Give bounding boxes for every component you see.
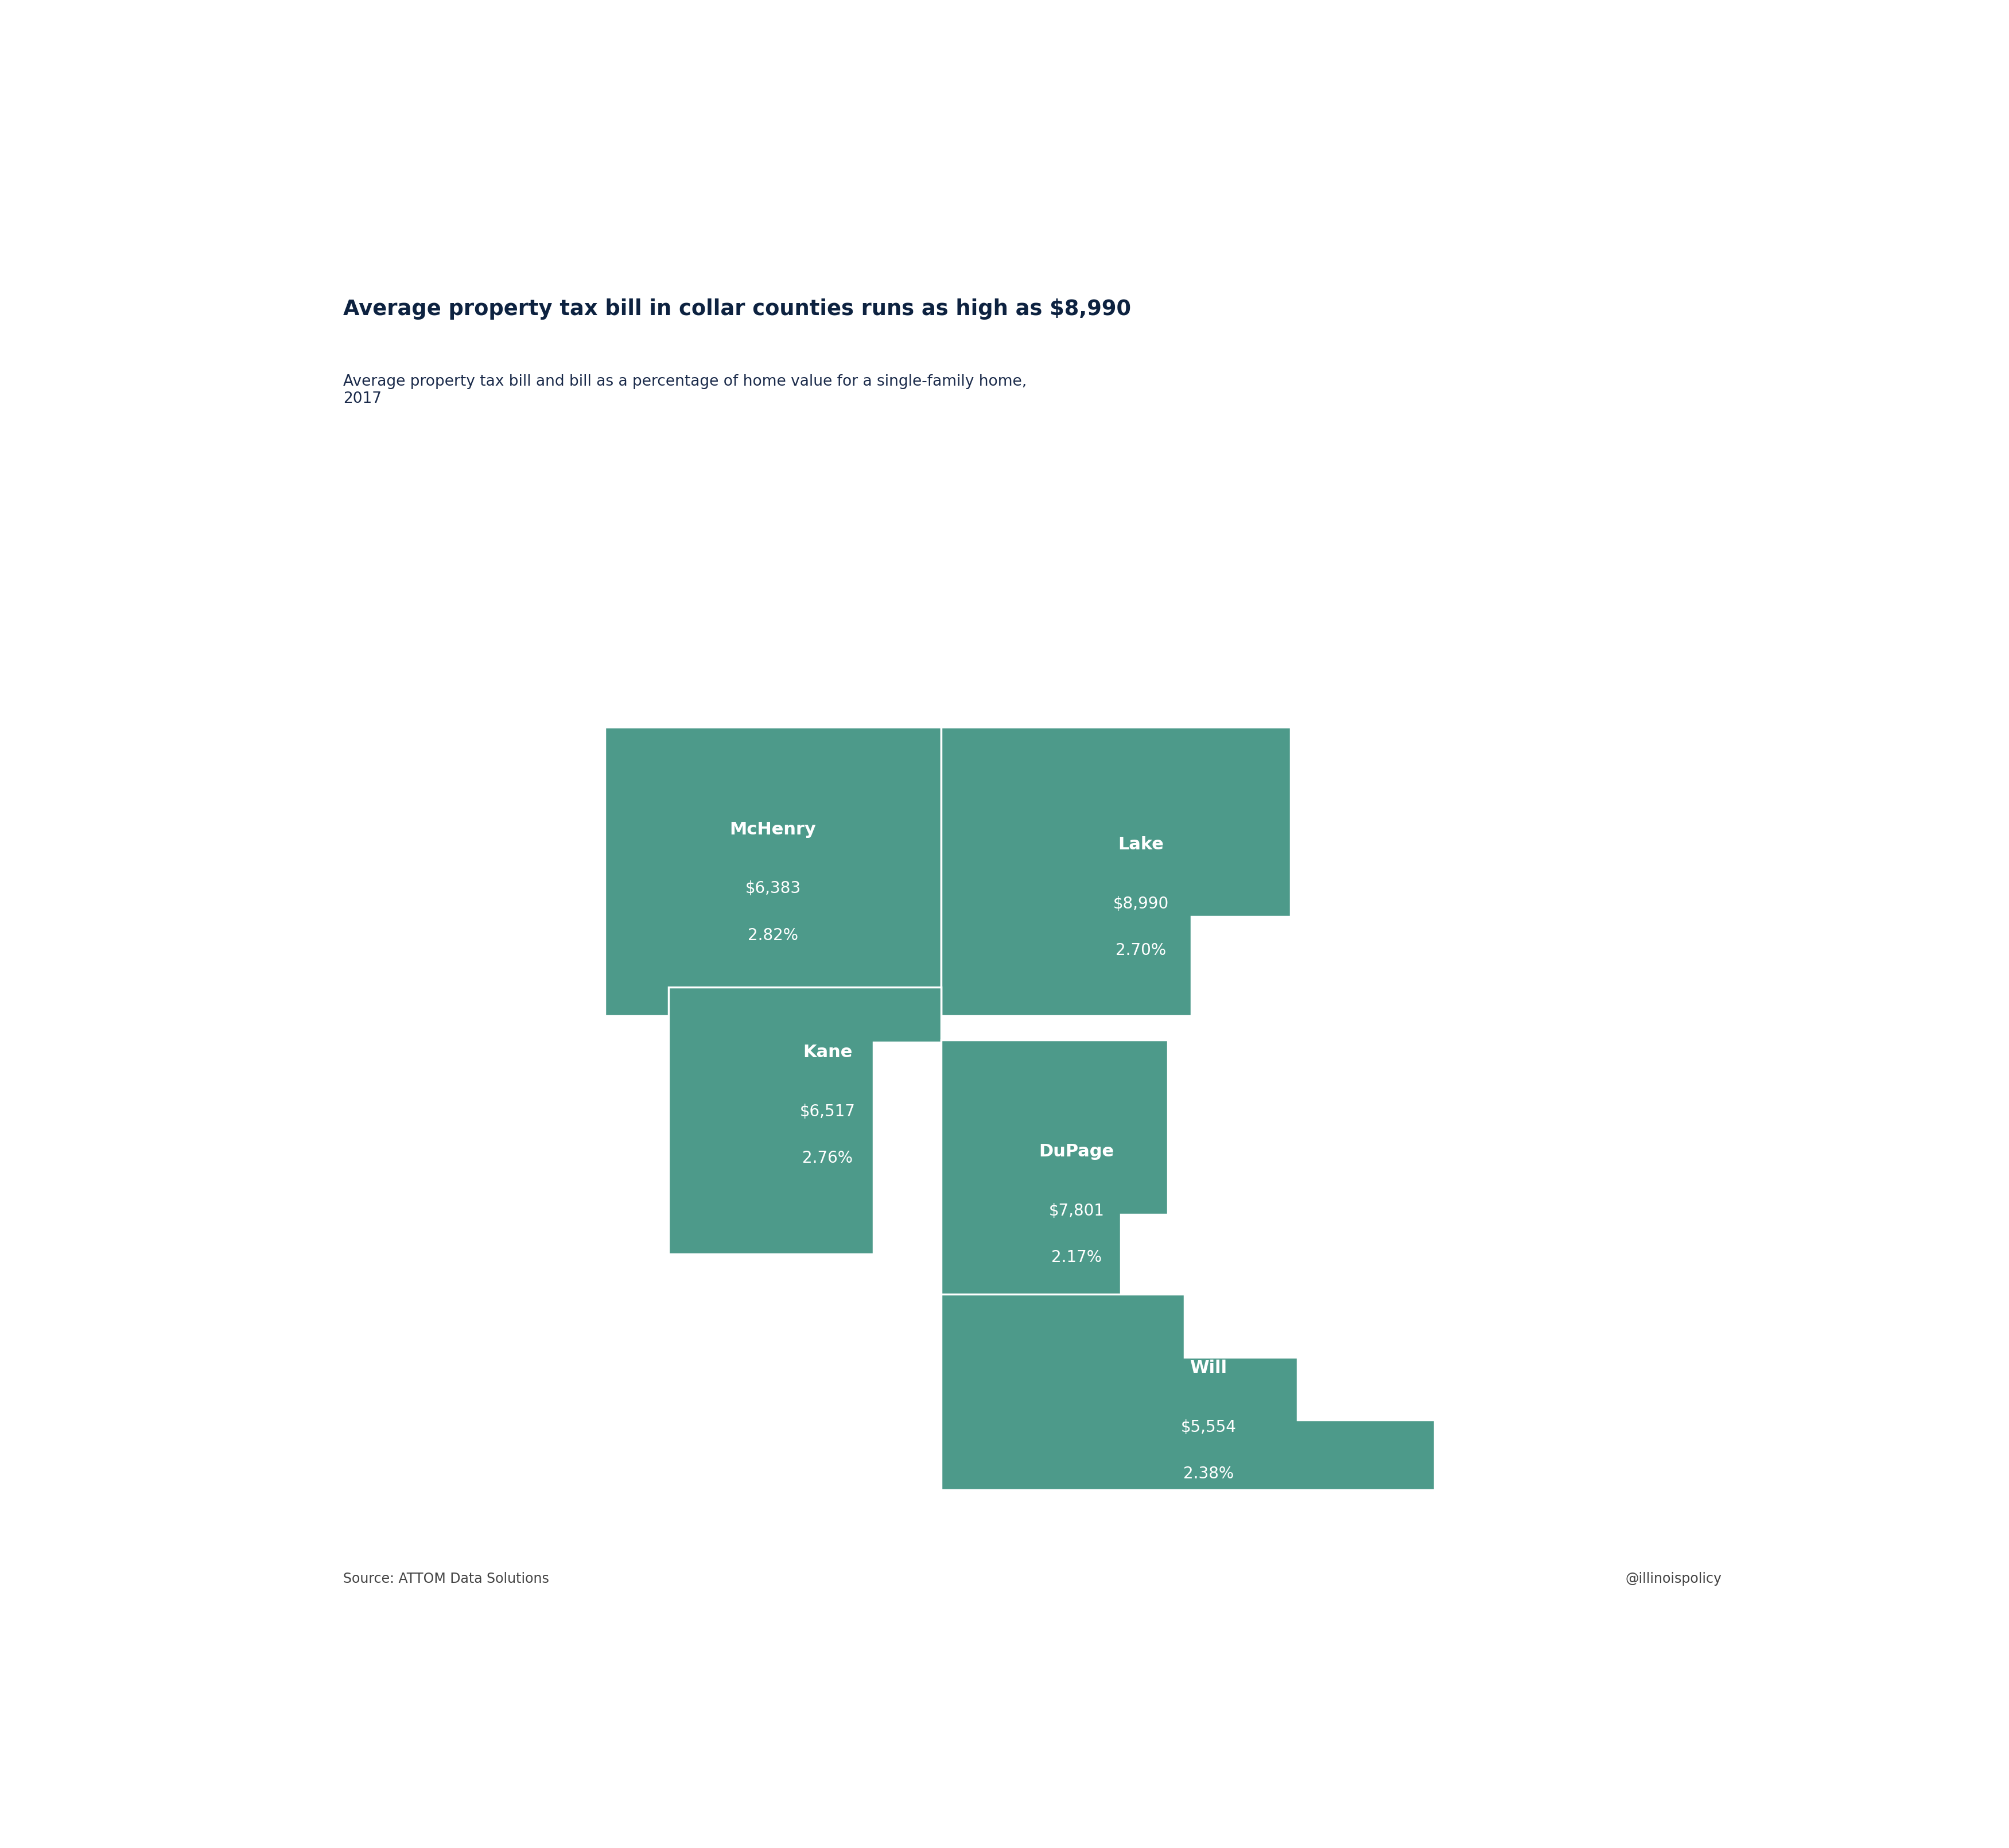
Polygon shape: [669, 987, 942, 1255]
Text: McHenry: McHenry: [729, 821, 816, 837]
Text: Kane: Kane: [804, 1044, 852, 1061]
Text: 2.17%: 2.17%: [1051, 1249, 1101, 1266]
Polygon shape: [942, 1294, 1434, 1489]
Text: $7,801: $7,801: [1049, 1203, 1105, 1220]
Text: 2.70%: 2.70%: [1115, 942, 1167, 959]
Text: 2.82%: 2.82%: [747, 928, 798, 942]
Text: Lake: Lake: [1119, 835, 1163, 852]
Text: Average property tax bill and bill as a percentage of home value for a single-fa: Average property tax bill and bill as a …: [344, 373, 1027, 407]
Text: $8,990: $8,990: [1113, 896, 1169, 911]
Polygon shape: [605, 728, 942, 1016]
Text: $5,554: $5,554: [1181, 1419, 1236, 1436]
Text: Average property tax bill in collar counties runs as high as $8,990: Average property tax bill in collar coun…: [344, 299, 1131, 320]
Text: DuPage: DuPage: [1039, 1144, 1115, 1161]
Text: 2.38%: 2.38%: [1183, 1465, 1234, 1482]
Text: Source: ATTOM Data Solutions: Source: ATTOM Data Solutions: [344, 1573, 548, 1586]
Text: $6,383: $6,383: [745, 881, 802, 896]
Polygon shape: [942, 728, 1290, 1016]
Text: Will: Will: [1189, 1360, 1227, 1377]
Text: @illinoispolicy: @illinoispolicy: [1625, 1573, 1722, 1586]
Polygon shape: [942, 1040, 1167, 1327]
Text: $6,517: $6,517: [800, 1103, 856, 1120]
Text: 2.76%: 2.76%: [802, 1149, 854, 1166]
